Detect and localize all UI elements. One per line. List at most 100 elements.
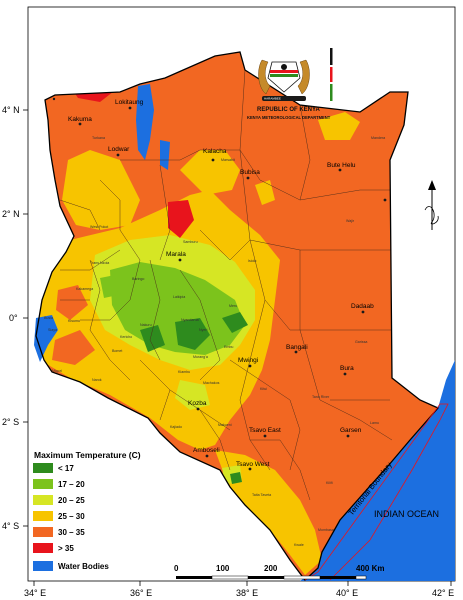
zone-25-30-marsabit bbox=[180, 150, 240, 195]
legend-item-label: 17 – 20 bbox=[58, 480, 85, 489]
county-label: Nyeri bbox=[199, 328, 208, 332]
county-label: Bomet bbox=[112, 349, 122, 353]
x-tick-label: 36° E bbox=[130, 588, 152, 598]
zone-below-17-a bbox=[140, 325, 165, 352]
county-label: Garissa bbox=[355, 340, 367, 344]
legend-swatch bbox=[33, 463, 53, 473]
county-label: Mombasa bbox=[318, 528, 334, 532]
county-label: Migori bbox=[52, 369, 62, 373]
logo-department: KENYA METEOROLOGICAL DEPARTMENT bbox=[247, 115, 331, 120]
county-label: Laikipia bbox=[173, 295, 185, 299]
kenya-border bbox=[35, 51, 440, 581]
logo-country: REPUBLIC OF KENYA bbox=[257, 107, 320, 113]
town-label: Amboseli bbox=[193, 447, 220, 454]
county-labels: Turkana Marsabit Mandera Wajir West Poko… bbox=[44, 136, 385, 547]
legend-item-label: 25 – 30 bbox=[58, 512, 85, 521]
x-tick-label: 42° E bbox=[432, 588, 454, 598]
county-label: Embu bbox=[224, 345, 233, 349]
legend-item-label: 30 – 35 bbox=[58, 528, 85, 537]
x-tick-label: 34° E bbox=[24, 588, 46, 598]
county-label: Trans Nzoia bbox=[90, 261, 109, 265]
county-label: Isiolo bbox=[248, 259, 256, 263]
legend-swatch bbox=[33, 495, 53, 505]
town-dots bbox=[52, 97, 387, 471]
zone-below-17-b bbox=[175, 318, 210, 350]
scale-bar: 0 100 200 400 Km bbox=[174, 564, 384, 580]
scale-tick-label: 100 bbox=[216, 564, 230, 573]
territorial-boundary-line bbox=[304, 403, 449, 581]
zone-17-20-west bbox=[100, 275, 118, 298]
town-label: Tsavo West bbox=[236, 461, 270, 468]
town-labels: Lokitaung Kakuma Lodwar Kalacha Bubisa B… bbox=[68, 99, 374, 468]
county-label: Kakamega bbox=[76, 287, 93, 291]
y-tick-label: 4° N bbox=[2, 105, 20, 115]
county-label: Kitui bbox=[260, 387, 267, 391]
town-label: Tsavo East bbox=[249, 427, 281, 434]
legend-swatch bbox=[33, 527, 53, 537]
town-label: Kalacha bbox=[203, 148, 227, 155]
town-label: Bubisa bbox=[240, 169, 260, 176]
axis-ticks bbox=[23, 109, 452, 586]
scale-tick-label: 200 bbox=[264, 564, 278, 573]
lake-turkana bbox=[136, 84, 154, 160]
county-label: Kilifi bbox=[326, 481, 333, 485]
county-label: Meru bbox=[229, 304, 237, 308]
lake-victoria bbox=[34, 315, 58, 362]
axis-labels: 34° E 36° E 38° E 40° E 42° E 4° N 2° N … bbox=[2, 105, 454, 598]
town-label: Kozba bbox=[188, 400, 207, 407]
y-tick-label: 4° S bbox=[2, 521, 19, 531]
county-label: Lamu bbox=[370, 421, 379, 425]
county-label: Kericho bbox=[120, 335, 132, 339]
zone-below-17-d bbox=[230, 472, 242, 484]
zone-30-35-lake-pocket bbox=[52, 330, 95, 365]
town-label: Bute Helu bbox=[327, 162, 356, 169]
temperature-zones bbox=[36, 52, 438, 580]
town-label: Kakuma bbox=[68, 116, 92, 123]
town-label: Marala bbox=[166, 251, 186, 258]
y-tick-label: 2° S bbox=[2, 417, 19, 427]
y-tick-label: 0° bbox=[9, 313, 18, 323]
county-label: West Pokot bbox=[90, 225, 108, 229]
zone-30-35-west-pocket bbox=[56, 285, 88, 320]
zone-below-17-c bbox=[222, 312, 248, 333]
indian-ocean bbox=[300, 360, 455, 581]
legend: Maximum Temperature (C) < 17 17 – 20 20 … bbox=[33, 450, 141, 571]
ocean-label: INDIAN OCEAN bbox=[374, 509, 439, 519]
x-tick-label: 38° E bbox=[236, 588, 258, 598]
county-label: Nakuru bbox=[140, 323, 152, 327]
town-label: Bangali bbox=[286, 344, 308, 351]
legend-item-label: > 35 bbox=[58, 544, 74, 553]
logo-motto: HARAMBEE bbox=[264, 97, 281, 101]
county-label: Murang'a bbox=[193, 355, 208, 359]
county-label: Tana River bbox=[312, 395, 330, 399]
coat-of-arms-logo bbox=[258, 48, 333, 101]
county-label: Mandera bbox=[371, 136, 385, 140]
legend-water-swatch bbox=[33, 561, 53, 571]
legend-water-label: Water Bodies bbox=[58, 562, 109, 571]
county-label: Kiambu bbox=[178, 370, 190, 374]
y-tick-label: 2° N bbox=[2, 209, 20, 219]
legend-swatch bbox=[33, 543, 53, 553]
county-label: Busia bbox=[44, 316, 53, 320]
zone-20-25-machakos bbox=[175, 380, 210, 410]
town-label: Lodwar bbox=[108, 146, 130, 153]
lake-turkana-south bbox=[160, 140, 170, 170]
town-label: Lokitaung bbox=[115, 99, 144, 106]
town-label: Mwingi bbox=[238, 357, 258, 364]
scale-tick-label: 0 bbox=[174, 564, 179, 573]
county-label: Marsabit bbox=[221, 158, 235, 162]
county-label: Baringo bbox=[132, 277, 144, 281]
county-label: Nyandarua bbox=[181, 318, 199, 322]
county-label: Turkana bbox=[92, 136, 105, 140]
north-arrow bbox=[424, 180, 439, 230]
scale-end-label: 400 Km bbox=[356, 564, 384, 573]
county-label: Kajiado bbox=[170, 425, 182, 429]
x-tick-label: 40° E bbox=[336, 588, 358, 598]
county-label: Samburu bbox=[183, 240, 198, 244]
county-label: Makueni bbox=[218, 423, 232, 427]
county-label: Narok bbox=[92, 378, 102, 382]
legend-title: Maximum Temperature (C) bbox=[34, 450, 141, 460]
legend-swatch bbox=[33, 479, 53, 489]
county-label: Taita Taveta bbox=[252, 493, 271, 497]
